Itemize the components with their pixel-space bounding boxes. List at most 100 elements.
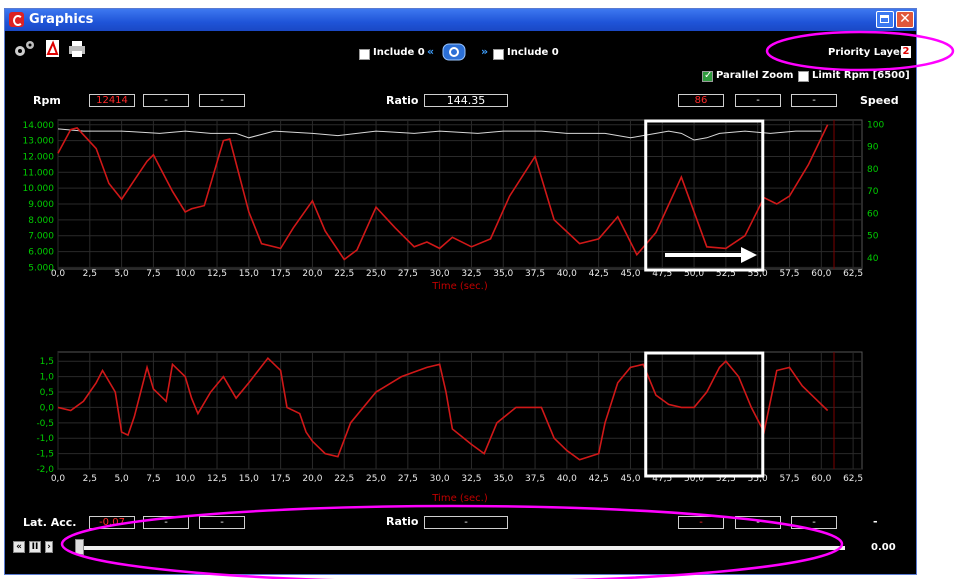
close-button[interactable]: ✕ xyxy=(896,11,914,28)
speed-series-line xyxy=(57,128,822,141)
x-tick-label: 45,0 xyxy=(620,474,640,484)
maximize-button[interactable] xyxy=(876,11,894,28)
bottom-box-1: - xyxy=(678,516,724,529)
rpm-series-line xyxy=(57,124,829,261)
limit-rpm-label: Limit Rpm [6500] xyxy=(812,70,910,81)
lat-acc-value: -0.07 xyxy=(89,516,135,529)
x-tick-label: 17,5 xyxy=(271,474,291,484)
x-tick-label: 15,0 xyxy=(239,474,259,484)
x-tick-label: 47,5 xyxy=(652,269,672,279)
x-tick-label: 62,5 xyxy=(843,269,863,279)
y-tick-label: 9.000 xyxy=(28,200,54,210)
x-tick-label: 30,0 xyxy=(430,474,450,484)
x-tick-label: 7,5 xyxy=(146,269,160,279)
y-tick-label: 0,0 xyxy=(40,403,55,413)
x-tick-label: 50,0 xyxy=(684,269,704,279)
x-tick-label: 45,0 xyxy=(620,269,640,279)
x-tick-label: 27,5 xyxy=(398,269,418,279)
y-tick-label: 12.000 xyxy=(23,152,55,162)
rpm-value: 12414 xyxy=(89,94,135,107)
x-tick-label: 40,0 xyxy=(557,269,577,279)
include0-right-checkbox[interactable] xyxy=(493,49,504,60)
x-tick-label: 2,5 xyxy=(83,474,97,484)
parallel-zoom-checkbox[interactable] xyxy=(702,70,713,82)
y-tick-label: -0,5 xyxy=(36,419,54,429)
speed-box-3: - xyxy=(791,94,837,107)
prev-arrow-button[interactable]: « xyxy=(427,45,435,58)
app-icon xyxy=(9,12,24,27)
graphics-window: Graphics ✕ Include 0 « » Include 0 Prior… xyxy=(4,8,917,575)
playback-slider-thumb[interactable] xyxy=(75,539,84,555)
x-tick-label: 50,0 xyxy=(684,474,704,484)
x-tick-label: 35,0 xyxy=(493,474,513,484)
next-arrow-button[interactable]: » xyxy=(481,45,489,58)
lat-acc-label: Lat. Acc. xyxy=(23,516,77,529)
lat-box-3: - xyxy=(199,516,245,529)
speed-value: 86 xyxy=(678,94,724,107)
y2-tick-label: 80 xyxy=(867,165,879,175)
x-tick-label: 60,0 xyxy=(811,474,831,484)
y2-tick-label: 100 xyxy=(867,120,884,130)
rewind-button[interactable]: « xyxy=(13,541,25,553)
x-tick-label: 17,5 xyxy=(271,269,291,279)
y-tick-label: 1,5 xyxy=(40,357,54,367)
y-tick-label: 1,0 xyxy=(40,373,55,383)
refresh-button-icon[interactable] xyxy=(442,43,466,61)
x-tick-label: 52,5 xyxy=(716,269,736,279)
y-tick-label: 5.000 xyxy=(28,263,54,273)
y-tick-label: -1,0 xyxy=(36,434,54,444)
y2-tick-label: 70 xyxy=(867,187,879,197)
y-tick-label: 7.000 xyxy=(28,232,54,242)
limit-rpm-checkbox[interactable] xyxy=(798,71,809,82)
y-tick-label: 8.000 xyxy=(28,216,54,226)
x-tick-label: 55,0 xyxy=(748,474,768,484)
x-tick-label: 35,0 xyxy=(493,269,513,279)
x-tick-label: 32,5 xyxy=(461,474,481,484)
y-tick-label: 11.000 xyxy=(23,168,55,178)
x-tick-label: 42,5 xyxy=(589,269,609,279)
pause-button[interactable]: II xyxy=(29,541,41,553)
x-tick-label: 5,0 xyxy=(114,269,129,279)
x-tick-label: 27,5 xyxy=(398,474,418,484)
rpm-box-2: - xyxy=(143,94,189,107)
y-tick-label: 0,5 xyxy=(40,388,54,398)
title-bar[interactable]: Graphics ✕ xyxy=(5,9,916,31)
x-tick-label: 20,0 xyxy=(302,474,322,484)
x-tick-label: 0,0 xyxy=(51,474,66,484)
x-tick-label: 47,5 xyxy=(652,474,672,484)
x-axis-label: Time (sec.) xyxy=(431,281,488,292)
bottom-box-3: - xyxy=(791,516,837,529)
x-tick-label: 55,0 xyxy=(748,269,768,279)
y2-tick-label: 40 xyxy=(867,254,879,264)
lat-acc-series-line xyxy=(57,356,829,461)
lat-box-2: - xyxy=(143,516,189,529)
rpm-box-3: - xyxy=(199,94,245,107)
speed-box-2: - xyxy=(735,94,781,107)
rpm-speed-chart[interactable]: 0,0 2,5 5,0 7,5 10,0 12,5 15,0 17,5 20,0 22,5 25,0… xyxy=(5,9,917,575)
y-tick-label: 13.000 xyxy=(23,137,55,147)
x-tick-label: 62,5 xyxy=(843,474,863,484)
y-tick-label: -2,0 xyxy=(36,465,54,475)
x-tick-label: 42,5 xyxy=(589,474,609,484)
ratio-value-bottom: - xyxy=(424,516,508,529)
ratio-value-top: 144.35 xyxy=(424,94,508,107)
x-tick-label: 25,0 xyxy=(366,269,386,279)
pdf-icon[interactable] xyxy=(44,39,62,59)
x-tick-label: 57,5 xyxy=(779,269,799,279)
playback-slider-track[interactable] xyxy=(79,546,845,550)
include0-left-checkbox[interactable] xyxy=(359,49,370,60)
x-tick-label: 5,0 xyxy=(114,474,129,484)
x-tick-label: 20,0 xyxy=(302,269,322,279)
include0-right-label: Include 0 xyxy=(507,47,559,58)
settings-gears-icon[interactable] xyxy=(11,39,37,59)
x-tick-label: 22,5 xyxy=(334,474,354,484)
x-tick-label: 10,0 xyxy=(175,269,195,279)
printer-icon[interactable] xyxy=(67,39,87,59)
window-title: Graphics xyxy=(29,12,94,27)
include0-left-label: Include 0 xyxy=(373,47,425,58)
x-tick-label: 12,5 xyxy=(207,269,227,279)
rpm-label: Rpm xyxy=(33,94,61,107)
x-tick-label: 0,0 xyxy=(51,269,66,279)
step-button[interactable]: › xyxy=(45,541,53,553)
bottom-dash: - xyxy=(873,515,878,528)
